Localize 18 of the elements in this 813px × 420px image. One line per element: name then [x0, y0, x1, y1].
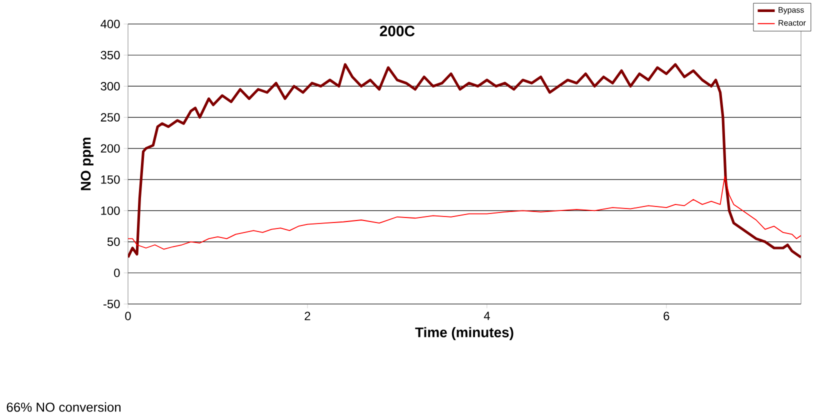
y-tick-label: 300: [100, 82, 120, 90]
x-tick-label: 4: [484, 312, 490, 320]
y-tick-label: 400: [100, 20, 120, 28]
y-tick-label: 200: [100, 144, 120, 153]
y-tick-label: 150: [101, 175, 120, 184]
y-tick-label: 100: [101, 206, 120, 215]
chart-title: 200C: [380, 26, 415, 36]
y-tick-label: -50: [103, 300, 120, 308]
y-axis-title: NO ppm: [80, 138, 94, 190]
x-tick-label: 6: [664, 312, 670, 320]
x-tick-label: 2: [304, 312, 310, 320]
text: 66% NO conversion: [6, 402, 121, 412]
x-axis-title: Time (minutes): [415, 327, 514, 340]
y-tick-label: 0: [114, 268, 120, 278]
y-tick-label: 350: [100, 50, 120, 60]
x-tick-label: 0: [125, 312, 131, 320]
y-tick-label: 250: [100, 113, 120, 122]
y-tick-label: 50: [107, 238, 120, 246]
